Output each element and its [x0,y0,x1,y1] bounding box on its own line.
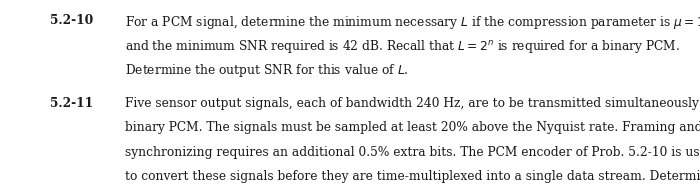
Text: Determine the output SNR for this value of $L$.: Determine the output SNR for this value … [125,62,408,80]
Text: synchronizing requires an additional 0.5% extra bits. The PCM encoder of Prob. 5: synchronizing requires an additional 0.5… [125,146,700,159]
Text: Five sensor output signals, each of bandwidth 240 Hz, are to be transmitted simu: Five sensor output signals, each of band… [125,97,700,110]
Text: 5.2-10: 5.2-10 [50,14,94,27]
Text: For a PCM signal, determine the minimum necessary $L$ if the compression paramet: For a PCM signal, determine the minimum … [125,14,700,31]
Text: binary PCM. The signals must be sampled at least 20% above the Nyquist rate. Fra: binary PCM. The signals must be sampled … [125,121,700,134]
Text: 5.2-11: 5.2-11 [50,97,94,110]
Text: and the minimum SNR required is 42 dB. Recall that $L = 2^n$ is required for a b: and the minimum SNR required is 42 dB. R… [125,38,680,55]
Text: to convert these signals before they are time-multiplexed into a single data str: to convert these signals before they are… [125,170,700,183]
